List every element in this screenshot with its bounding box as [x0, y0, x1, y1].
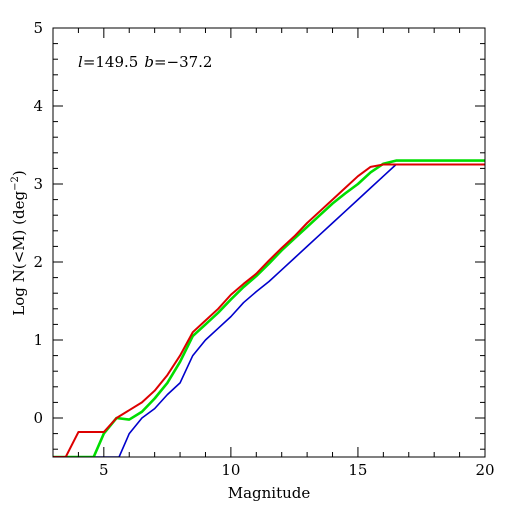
- axes: [52, 27, 486, 458]
- annotation-l-b: l=149.5 b=−37.2: [78, 53, 212, 71]
- annotation-b-symbol: b: [144, 53, 154, 71]
- annotation-l-value: =149.5: [83, 53, 139, 71]
- y-tick-label: 3: [33, 175, 43, 193]
- y-axis-label-prefix: Log N(<M) (deg: [10, 191, 28, 316]
- series-line-1: [53, 163, 485, 457]
- y-tick-label: 4: [33, 97, 43, 115]
- annotation-l-symbol: l: [78, 53, 83, 71]
- x-tick-label: 20: [475, 461, 494, 479]
- x-tick-label: 10: [221, 461, 240, 479]
- plot-frame: [52, 27, 486, 458]
- tick-labels: 5 10 15 20 0 1 2 3 4 5: [33, 19, 494, 479]
- series-line-2: [53, 159, 485, 457]
- y-tick-label: 1: [33, 331, 43, 349]
- y-tick-label: 2: [33, 253, 43, 271]
- y-axis-label-suffix: ): [10, 170, 28, 176]
- series-line-3: [53, 163, 485, 457]
- plot-area: [53, 159, 485, 457]
- y-axis-label-superscript: −2: [10, 176, 21, 191]
- y-tick-label: 0: [33, 409, 43, 427]
- x-axis-label: Magnitude: [228, 484, 311, 502]
- y-axis-label: Log N(<M) (deg−2): [10, 170, 28, 315]
- annotation-b-value: =−37.2: [154, 53, 213, 71]
- y-tick-label: 5: [33, 19, 43, 37]
- x-tick-label: 5: [99, 461, 109, 479]
- x-tick-label: 15: [348, 461, 367, 479]
